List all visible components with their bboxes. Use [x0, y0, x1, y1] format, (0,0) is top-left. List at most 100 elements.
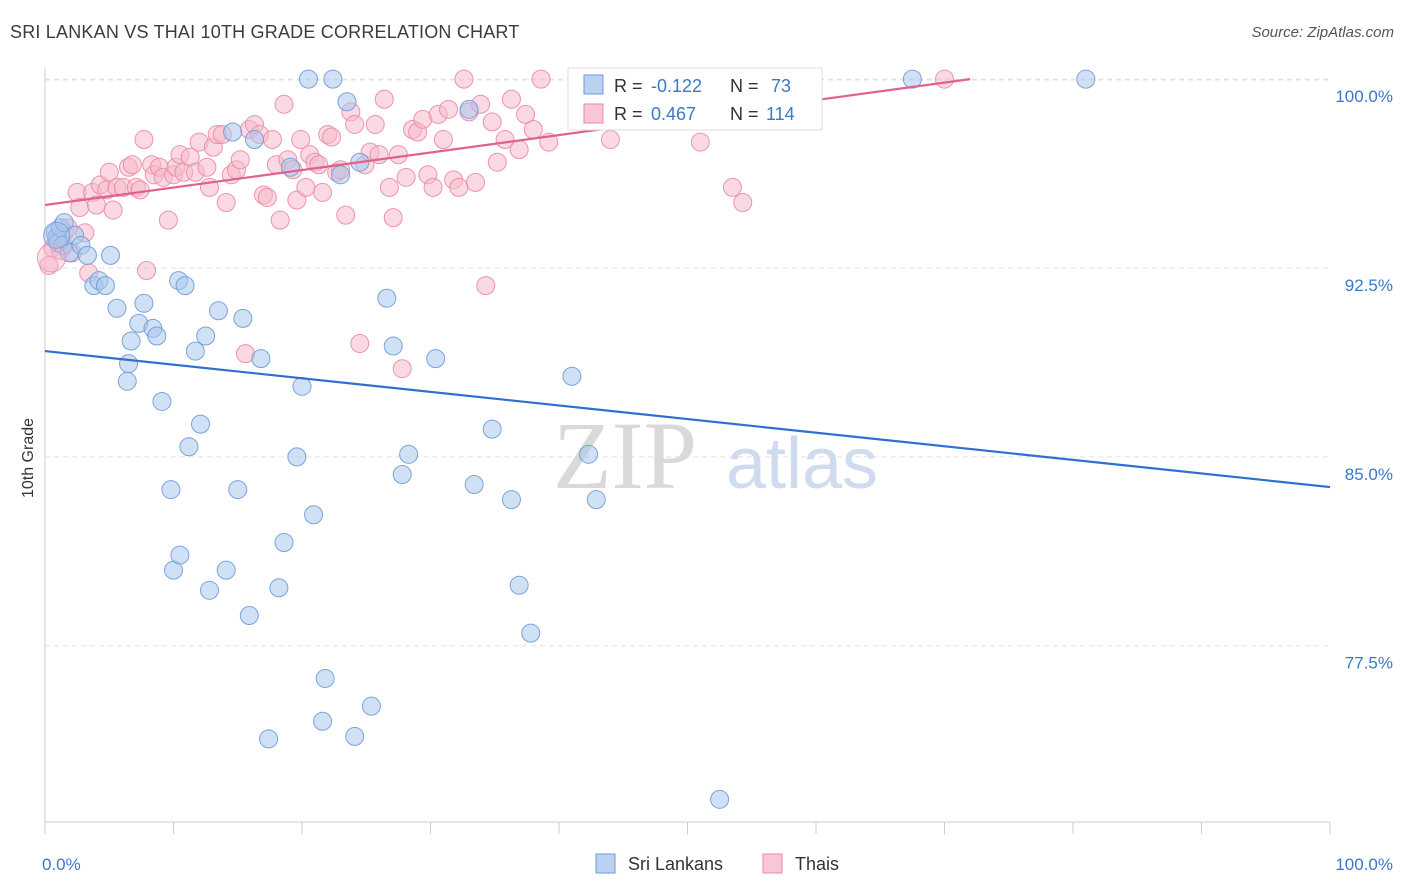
point-sri-lankans	[199, 580, 219, 600]
point-thais	[396, 167, 416, 187]
point-thais	[313, 182, 333, 202]
point-sri-lankans	[377, 288, 397, 308]
stats-swatch-blue	[583, 74, 604, 95]
watermark-zip: ZIP	[553, 402, 697, 509]
point-thais	[216, 193, 236, 213]
point-thais	[345, 114, 365, 134]
y-tick-label: 100.0%	[1335, 87, 1393, 106]
point-sri-lankans-cluster	[43, 221, 71, 249]
point-sri-lankans	[274, 532, 294, 552]
point-sri-lankans	[147, 326, 167, 346]
legend-label-sri-lankans: Sri Lankans	[628, 854, 723, 874]
stats-legend: R = -0.122 N = 73 R = 0.467 N = 114	[567, 67, 823, 131]
legend-label-thais: Thais	[795, 854, 839, 874]
stats-n-value-pink: 114	[766, 104, 795, 124]
point-sri-lankans	[1076, 69, 1096, 89]
stats-swatch-pink	[583, 103, 604, 124]
point-thais	[336, 205, 356, 225]
x-tick-label-right: 100.0%	[1335, 855, 1393, 874]
point-sri-lankans	[426, 349, 446, 369]
x-tick-label-left: 0.0%	[42, 855, 81, 874]
point-sri-lankans	[161, 480, 181, 500]
point-thais	[454, 69, 474, 89]
point-thais	[383, 208, 403, 228]
point-sri-lankans	[337, 92, 357, 112]
point-thais	[122, 155, 142, 175]
point-thais	[322, 127, 342, 147]
point-sri-lankans	[95, 276, 115, 296]
point-sri-lankans	[251, 349, 271, 369]
point-sri-lankans	[239, 606, 259, 626]
point-thais	[509, 140, 529, 160]
point-sri-lankans	[399, 444, 419, 464]
point-sri-lankans	[121, 331, 141, 351]
point-thais-cluster	[36, 243, 66, 273]
point-thais	[438, 99, 458, 119]
point-thais	[379, 177, 399, 197]
point-sri-lankans	[134, 293, 154, 313]
stats-r-value-blue: -0.122	[651, 76, 702, 96]
axes: 100.0% 92.5% 85.0% 77.5% 0.0% 100.0%	[42, 68, 1393, 874]
y-tick-label: 77.5%	[1345, 654, 1393, 673]
point-thais	[257, 187, 277, 207]
trend-line-sri-lankans	[44, 349, 1331, 489]
point-thais	[197, 157, 217, 177]
point-thais	[388, 145, 408, 165]
point-sri-lankans	[383, 336, 403, 356]
point-sri-lankans	[579, 444, 599, 464]
stats-n-value-blue: 73	[771, 76, 791, 96]
point-thais	[103, 200, 123, 220]
point-sri-lankans	[152, 391, 172, 411]
point-thais	[523, 119, 543, 139]
point-thais	[365, 114, 385, 134]
point-sri-lankans	[304, 505, 324, 525]
point-thais	[449, 177, 469, 197]
point-sri-lankans	[710, 789, 730, 809]
point-sri-lankans	[361, 696, 381, 716]
y-axis-label: 10th Grade	[20, 418, 37, 498]
point-sri-lankans	[586, 490, 606, 510]
point-sri-lankans	[117, 371, 137, 391]
point-thais	[134, 130, 154, 150]
point-sri-lankans	[101, 245, 121, 265]
point-sri-lankans	[464, 475, 484, 495]
point-thais	[262, 130, 282, 150]
point-sri-lankans	[482, 419, 502, 439]
point-sri-lankans	[323, 69, 343, 89]
y-tick-label: 85.0%	[1345, 465, 1393, 484]
point-sri-lankans	[196, 326, 216, 346]
point-thais	[309, 155, 329, 175]
point-thais	[600, 130, 620, 150]
point-thais	[423, 177, 443, 197]
stats-n-label-blue: N =	[730, 76, 759, 96]
point-thais	[274, 94, 294, 114]
point-sri-lankans	[521, 623, 541, 643]
point-sri-lankans	[902, 69, 922, 89]
point-thais	[158, 210, 178, 230]
point-thais	[476, 276, 496, 296]
point-sri-lankans	[562, 366, 582, 386]
stats-r-label-pink: R =	[614, 104, 643, 124]
point-sri-lankans	[509, 575, 529, 595]
point-thais	[137, 260, 157, 280]
point-sri-lankans	[223, 122, 243, 142]
point-thais	[516, 104, 536, 124]
point-thais	[501, 89, 521, 109]
point-sri-lankans	[190, 414, 210, 434]
legend-swatch-thais	[762, 853, 783, 874]
point-thais	[270, 210, 290, 230]
y-tick-label: 92.5%	[1345, 276, 1393, 295]
chart-title: SRI LANKAN VS THAI 10TH GRADE CORRELATIO…	[10, 22, 520, 42]
stats-r-label-blue: R =	[614, 76, 643, 96]
point-thais	[291, 130, 311, 150]
point-sri-lankans	[119, 354, 139, 374]
point-sri-lankans	[331, 165, 351, 185]
point-sri-lankans	[228, 480, 248, 500]
legend-swatch-sri-lankans	[595, 853, 616, 874]
stats-legend-frame	[567, 67, 823, 131]
point-sri-lankans	[345, 726, 365, 746]
point-thais	[487, 152, 507, 172]
point-sri-lankans	[244, 130, 264, 150]
point-sri-lankans	[77, 245, 97, 265]
